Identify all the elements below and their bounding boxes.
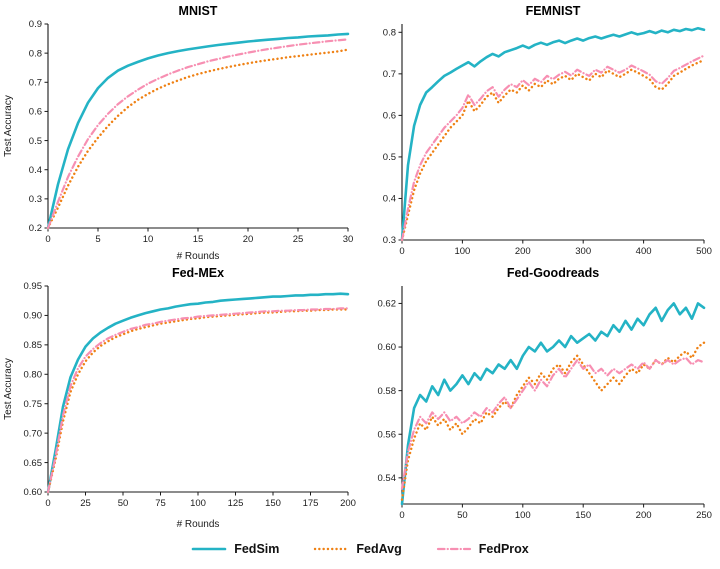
x-tick-label: 25	[80, 498, 91, 509]
series-line-fedprox	[400, 54, 706, 242]
y-tick-label: 0.7	[383, 69, 396, 80]
y-tick-label: 0.9	[29, 19, 42, 30]
mnist-chart-canvas: 0 5 10 15 20 25 30 0.2 0.3 0.4 0.5 0.6 0.7 0.8 0.9 MNIS…	[3, 4, 354, 262]
x-axis-label: # Rounds	[177, 519, 220, 530]
x-tick-label: 125	[228, 498, 244, 509]
x-tick-label: 200	[340, 498, 356, 509]
y-tick-label: 0.95	[24, 281, 43, 292]
series-line-fedprox	[46, 38, 350, 230]
legend-line-fedprox-icon	[436, 547, 471, 551]
y-tick-label: 0.4	[29, 165, 42, 176]
x-tick-label: 100	[454, 246, 470, 257]
y-tick-label: 0.8	[29, 48, 42, 59]
axes-spines	[401, 24, 704, 241]
y-tick-label: 0.62	[378, 299, 397, 310]
y-tick-label: 0.90	[24, 311, 43, 322]
legend-label: FedAvg	[356, 542, 402, 556]
x-tick-label: 50	[457, 510, 468, 521]
chart-title: MNIST	[179, 4, 218, 18]
chart-mnist: 0 5 10 15 20 25 30 0.2 0.3 0.4 0.5 0.6 0.7 0.8 0.9 MNIS…	[0, 2, 360, 264]
legend-label: FedProx	[478, 542, 529, 556]
x-tick-label: 50	[118, 498, 129, 509]
legend-item-fedprox: FedProx	[436, 542, 529, 556]
y-tick-label: 0.75	[24, 399, 43, 410]
x-tick-label: 0	[45, 234, 50, 245]
y-tick-label: 0.6	[29, 107, 42, 118]
x-tick-label: 100	[515, 510, 531, 521]
y-tick-label: 0.8	[383, 28, 396, 39]
legend-line-fedsim-icon	[191, 547, 227, 551]
x-tick-label: 15	[193, 234, 204, 245]
x-tick-label: 200	[636, 510, 652, 521]
y-tick-label: 0.58	[378, 386, 397, 397]
y-tick-label: 0.85	[24, 340, 43, 351]
chart-title: Fed-Goodreads	[507, 266, 599, 280]
y-tick-label: 0.54	[378, 473, 397, 484]
y-tick-label: 0.5	[383, 152, 396, 163]
x-tick-label: 25	[293, 234, 304, 245]
charts-grid: 0 5 10 15 20 25 30 0.2 0.3 0.4 0.5 0.6 0.7 0.8 0.9 MNIS…	[0, 2, 720, 532]
x-tick-label: 150	[575, 510, 591, 521]
x-tick-label: 400	[636, 246, 652, 257]
chart-title: Fed-MEx	[172, 266, 224, 280]
x-tick-label: 175	[303, 498, 319, 509]
x-tick-label: 200	[515, 246, 531, 257]
x-tick-label: 5	[95, 234, 100, 245]
y-tick-label: 0.3	[29, 194, 42, 205]
axes-spines	[401, 286, 704, 505]
series-line-fedsim	[46, 292, 350, 494]
chart-femnist: 0 100 200 300 400 500 0.3 0.4 0.5 0.6 0.7 0.8 FEMNIS…	[360, 2, 720, 264]
series-line-fedsim	[400, 302, 706, 506]
x-tick-label: 30	[343, 234, 354, 245]
y-tick-label: 0.5	[29, 136, 42, 147]
y-axis-label: Test Accuracy	[3, 358, 14, 420]
series-line-fedavg	[400, 341, 706, 501]
legend-item-fedavg: FedAvg	[313, 542, 402, 556]
series-line-fedavg	[46, 48, 350, 230]
y-tick-label: 0.56	[378, 429, 397, 440]
series-line-fedavg	[400, 58, 706, 242]
y-tick-label: 0.3	[383, 235, 396, 246]
y-tick-label: 0.6	[383, 111, 396, 122]
x-tick-label: 250	[696, 510, 712, 521]
series-line-fedprox	[46, 307, 350, 494]
legend-label: FedSim	[234, 542, 280, 556]
series-line-fedsim	[400, 26, 706, 242]
y-tick-label: 0.60	[378, 342, 397, 353]
chart-fed-goodreads: 0 50 100 150 200 250 0.54 0.56 0.58 0.60 0.62 Fed-G…	[360, 264, 720, 532]
x-tick-label: 0	[45, 498, 50, 509]
y-tick-label: 0.80	[24, 369, 43, 380]
x-tick-label: 300	[575, 246, 591, 257]
x-tick-label: 20	[243, 234, 254, 245]
legend-line-fedavg-icon	[314, 547, 349, 551]
y-tick-label: 0.60	[24, 487, 43, 498]
x-tick-label: 100	[190, 498, 206, 509]
legend-item-fedsim: FedSim	[191, 542, 279, 556]
legend: FedSim FedAvg FedProx	[0, 532, 720, 566]
y-tick-label: 0.70	[24, 428, 43, 439]
fed-mex-chart-canvas: 0 25 50 75 100 125 150 175 200 0.60 0.65 0.70 0.75 0.…	[3, 266, 356, 530]
fed-goodreads-chart-canvas: 0 50 100 150 200 250 0.54 0.56 0.58 0.60 0.62 Fed-G…	[378, 266, 712, 521]
y-tick-label: 0.7	[29, 77, 42, 88]
x-axis-label: # Rounds	[177, 251, 220, 262]
y-tick-label: 0.4	[383, 194, 396, 205]
y-axis-label: Test Accuracy	[3, 95, 14, 157]
y-tick-label: 0.65	[24, 458, 43, 469]
series-line-fedprox	[400, 356, 706, 490]
x-tick-label: 75	[155, 498, 166, 509]
chart-fed-mex: 0 25 50 75 100 125 150 175 200 0.60 0.65 0.70 0.75 0.…	[0, 264, 360, 532]
series-line-fedsim	[46, 32, 350, 230]
x-tick-label: 150	[265, 498, 281, 509]
x-tick-label: 500	[696, 246, 712, 257]
chart-title: FEMNIST	[526, 4, 581, 18]
x-tick-label: 10	[143, 234, 154, 245]
x-tick-label: 0	[399, 510, 404, 521]
y-tick-label: 0.2	[29, 223, 42, 234]
femnist-chart-canvas: 0 100 200 300 400 500 0.3 0.4 0.5 0.6 0.7 0.8 FEMNIS…	[383, 4, 712, 257]
x-tick-label: 0	[399, 246, 404, 257]
